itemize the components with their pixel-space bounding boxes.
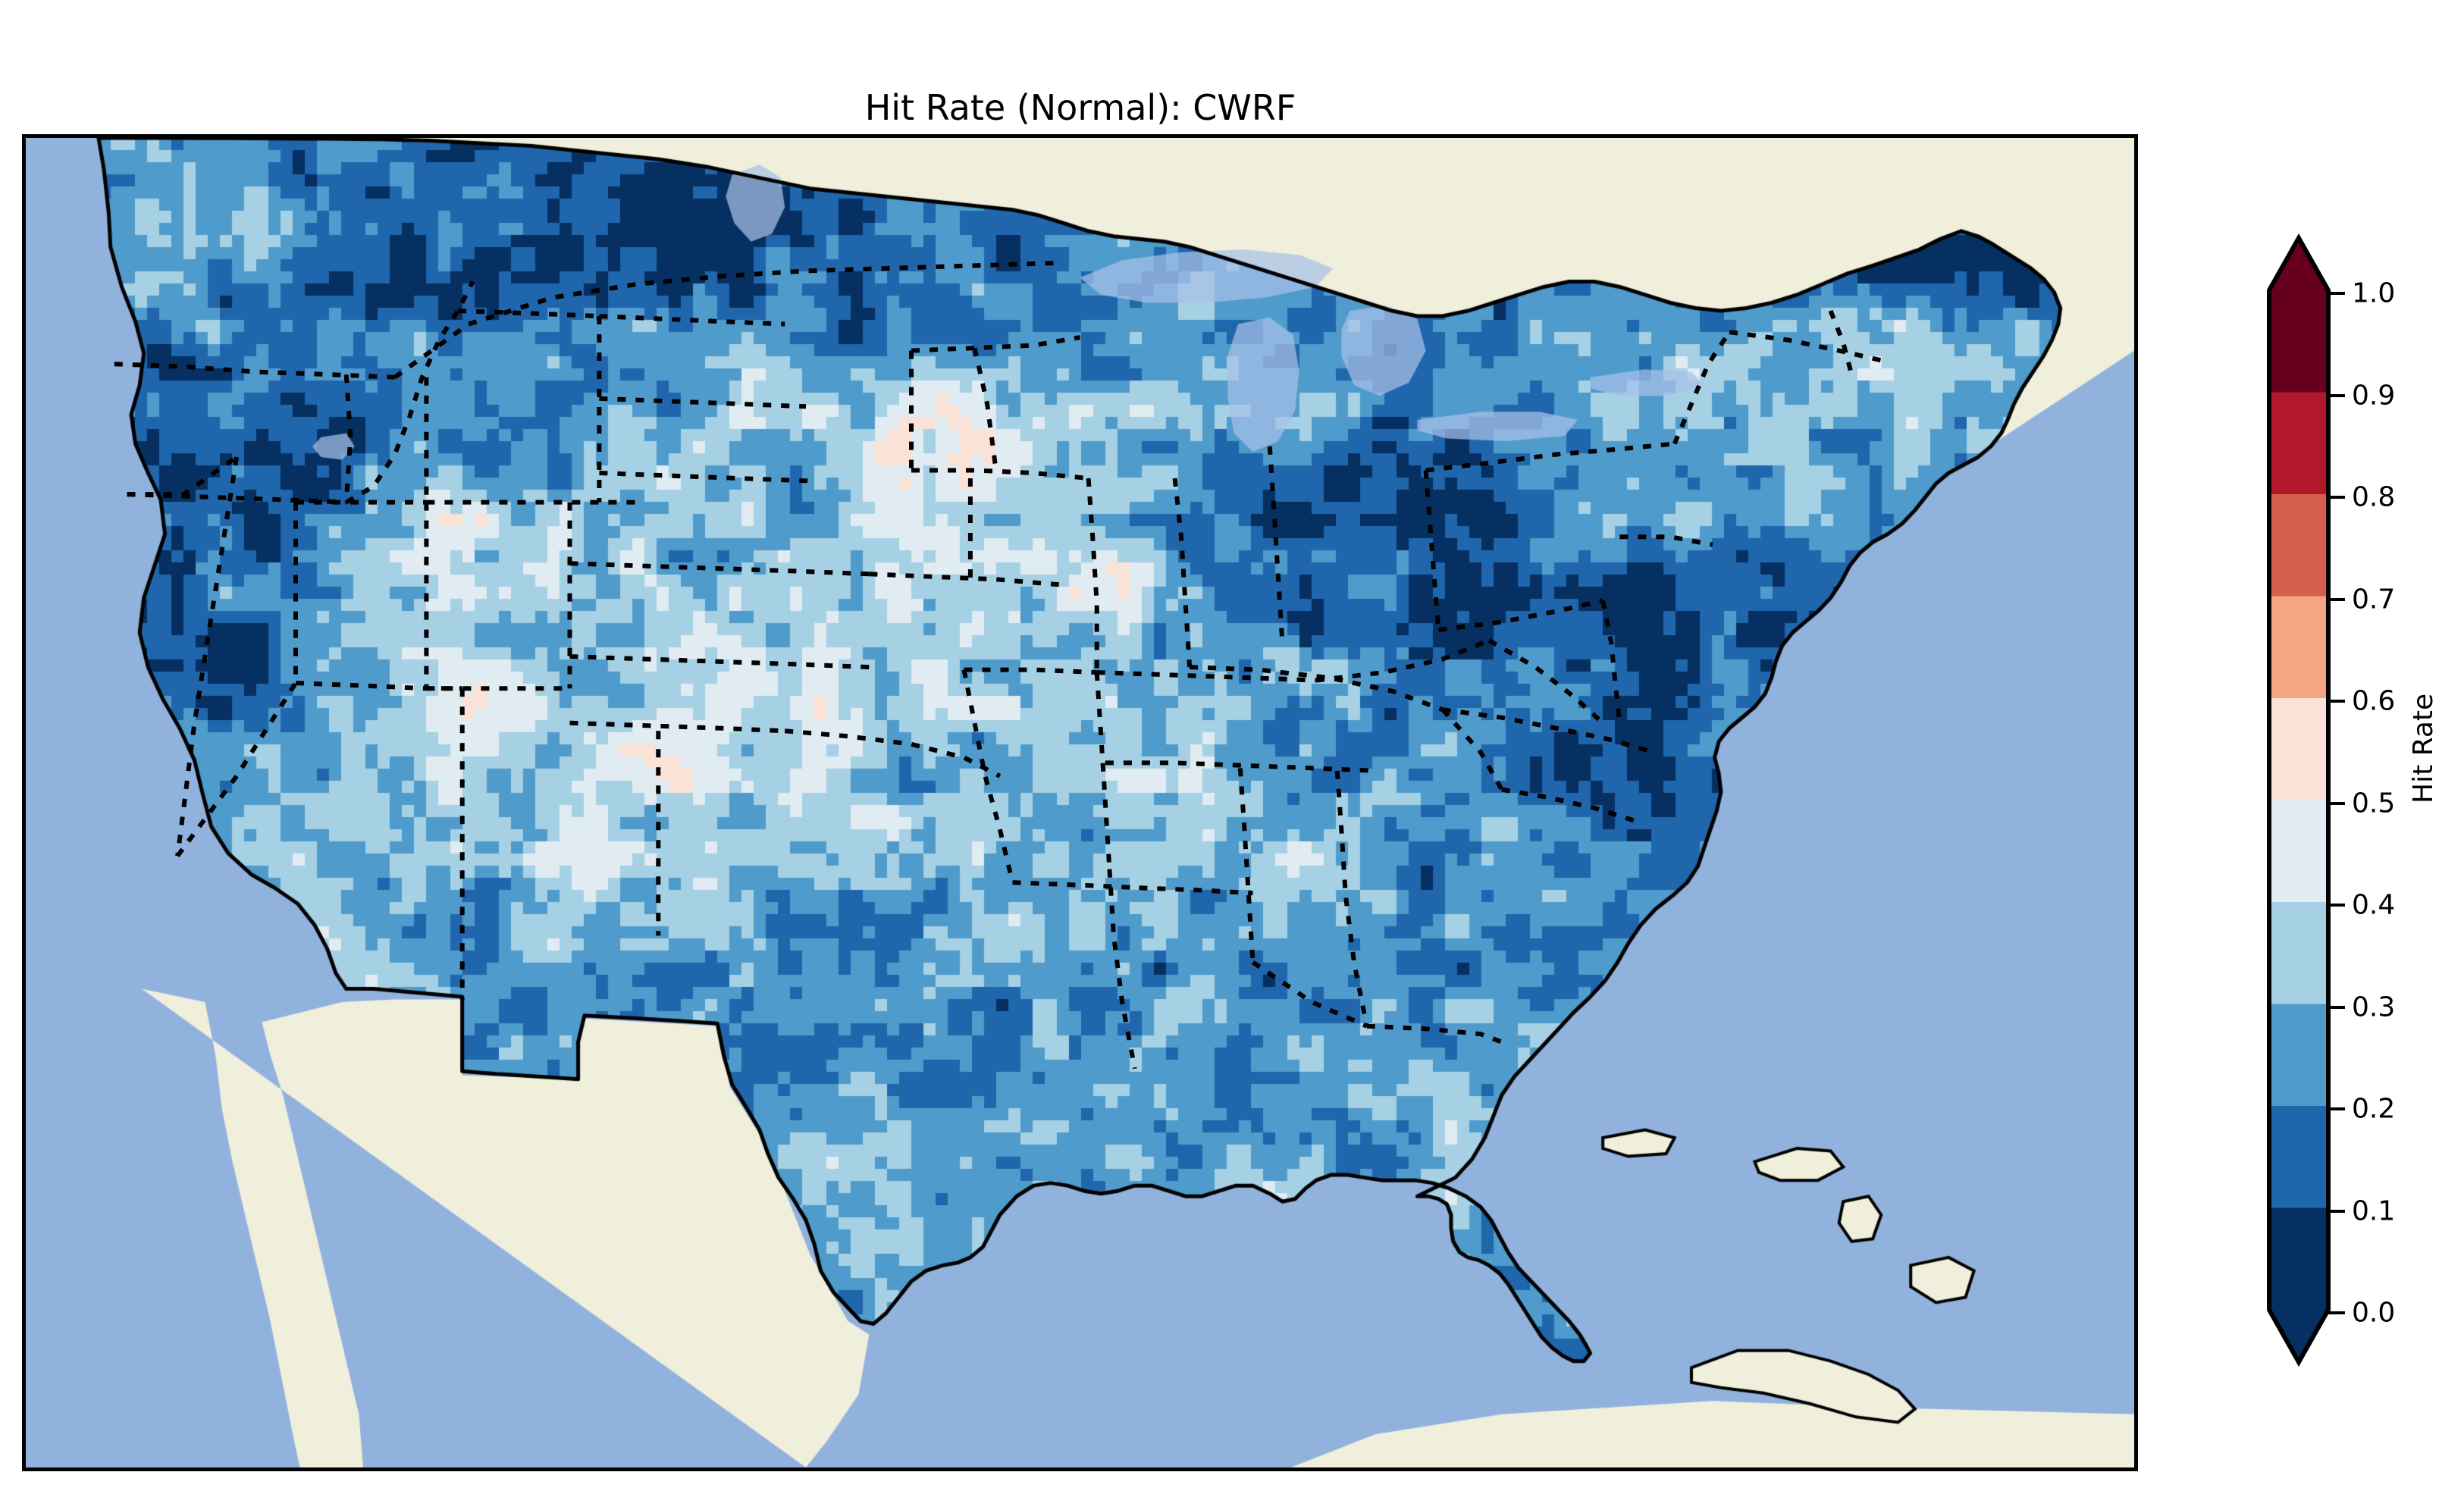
colorbar-tick-label-5: 0.5 bbox=[2352, 788, 2396, 819]
state-border-29 bbox=[1094, 672, 1112, 869]
state-border-21 bbox=[569, 561, 870, 577]
colorbar-tick-label-4: 0.6 bbox=[2352, 685, 2396, 717]
colorbar-tick-mark-3 bbox=[2328, 597, 2345, 601]
colorbar-tick-label-3: 0.7 bbox=[2352, 584, 2396, 615]
state-border-19 bbox=[599, 396, 807, 409]
state-border-3 bbox=[345, 280, 475, 505]
map-vector-overlay bbox=[114, 260, 1886, 1070]
colorbar-bands bbox=[2267, 233, 2331, 1367]
colorbar-tick-label-6: 0.4 bbox=[2352, 889, 2396, 921]
colorbar-tick-mark-10 bbox=[2328, 1311, 2345, 1314]
colorbar-tick-label-9: 0.1 bbox=[2352, 1195, 2396, 1226]
colorbar-tick-mark-1 bbox=[2328, 393, 2345, 397]
state-border-37 bbox=[972, 347, 998, 468]
colorbar-band-3 bbox=[2269, 596, 2328, 699]
state-border-6 bbox=[127, 455, 238, 497]
state-border-58 bbox=[1729, 330, 1886, 364]
state-border-27 bbox=[964, 667, 1097, 675]
colorbar-band-2 bbox=[2269, 494, 2328, 597]
colorbar-band-5 bbox=[2269, 800, 2328, 903]
colorbar-tick-label-2: 0.8 bbox=[2352, 481, 2396, 513]
state-border-20 bbox=[599, 471, 810, 484]
state-border-54 bbox=[1501, 787, 1638, 824]
state-border-1 bbox=[127, 492, 346, 505]
state-border-34 bbox=[1086, 478, 1099, 673]
state-border-59 bbox=[1828, 309, 1854, 375]
state-border-48 bbox=[1315, 638, 1491, 683]
state-border-45 bbox=[1139, 885, 1253, 896]
colorbar-tick-mark-9 bbox=[2328, 1209, 2345, 1213]
colorbar-band-9 bbox=[2269, 1207, 2328, 1311]
colorbar-tick-mark-0 bbox=[2328, 292, 2345, 295]
state-border-51 bbox=[1487, 638, 1605, 725]
colorbar-tick-label-8: 0.2 bbox=[2352, 1093, 2396, 1125]
state-border-8 bbox=[175, 681, 298, 857]
colorbar-tick-mark-6 bbox=[2328, 904, 2345, 907]
state-border-23 bbox=[569, 720, 785, 734]
colorbar-tick-label-1: 0.9 bbox=[2352, 380, 2396, 411]
state-border-49 bbox=[1423, 470, 1441, 631]
state-border-57 bbox=[1672, 330, 1732, 445]
colorbar-tick-mark-5 bbox=[2328, 801, 2345, 805]
state-border-31 bbox=[869, 572, 1059, 587]
colorbar-band-7 bbox=[2269, 1004, 2328, 1107]
state-border-22 bbox=[569, 654, 870, 670]
state-border-53 bbox=[1442, 707, 1654, 755]
state-border-17 bbox=[599, 314, 785, 327]
state-border-41 bbox=[1189, 665, 1444, 713]
state-border-55 bbox=[1440, 708, 1504, 791]
state-border-4 bbox=[457, 309, 600, 318]
colorbar-band-0 bbox=[2269, 290, 2328, 393]
colorbar-axis-label: Hit Rate bbox=[2408, 693, 2439, 803]
state-border-44 bbox=[1334, 770, 1369, 1027]
colorbar-tick-label-10: 0.0 bbox=[2352, 1297, 2396, 1329]
colorbar-tick-mark-4 bbox=[2328, 700, 2345, 703]
title-line-1: Hit Rate (Normal): CWRF bbox=[864, 86, 1296, 128]
state-border-30 bbox=[1107, 869, 1137, 1070]
state-border-47 bbox=[1251, 960, 1368, 1029]
colorbar-tick-mark-7 bbox=[2328, 1005, 2345, 1009]
state-border-9 bbox=[295, 681, 462, 691]
state-border-2 bbox=[343, 374, 353, 503]
colorbar-tick-label-0: 1.0 bbox=[2352, 277, 2396, 309]
state-border-32 bbox=[911, 468, 1089, 481]
state-border-39 bbox=[1267, 446, 1285, 644]
state-border-52 bbox=[1600, 600, 1622, 724]
state-border-25 bbox=[784, 728, 1002, 778]
state-border-50 bbox=[1437, 598, 1603, 632]
colorbar-band-6 bbox=[2269, 902, 2328, 1005]
colorbar-tick-label-7: 0.3 bbox=[2352, 991, 2396, 1023]
state-border-40 bbox=[1096, 670, 1317, 683]
hit-rate-heatmap-raster bbox=[26, 138, 2134, 1467]
colorbar-tick-mark-2 bbox=[2328, 496, 2345, 499]
colorbar-tick-mark-8 bbox=[2328, 1107, 2345, 1110]
map-axes[interactable] bbox=[22, 134, 2138, 1471]
state-border-28 bbox=[1012, 880, 1140, 891]
state-border-46 bbox=[1366, 1023, 1503, 1045]
state-border-38 bbox=[1172, 478, 1193, 668]
state-border-56 bbox=[1425, 441, 1675, 473]
state-border-36 bbox=[911, 335, 1081, 353]
colorbar-band-1 bbox=[2269, 392, 2328, 495]
state-border-61 bbox=[393, 260, 1059, 380]
state-border-0 bbox=[114, 362, 395, 380]
state-border-43 bbox=[1237, 768, 1256, 963]
colorbar[interactable]: 1.0 0.9 0.8 0.7 0.6 0.5 0.4 0.3 0.2 0.1 0.0 bbox=[2267, 233, 2395, 1367]
state-border-5 bbox=[175, 456, 240, 857]
state-border-60 bbox=[1619, 534, 1713, 547]
colorbar-band-4 bbox=[2269, 698, 2328, 801]
colorbar-band-8 bbox=[2269, 1106, 2328, 1209]
state-border-26 bbox=[961, 669, 1015, 883]
